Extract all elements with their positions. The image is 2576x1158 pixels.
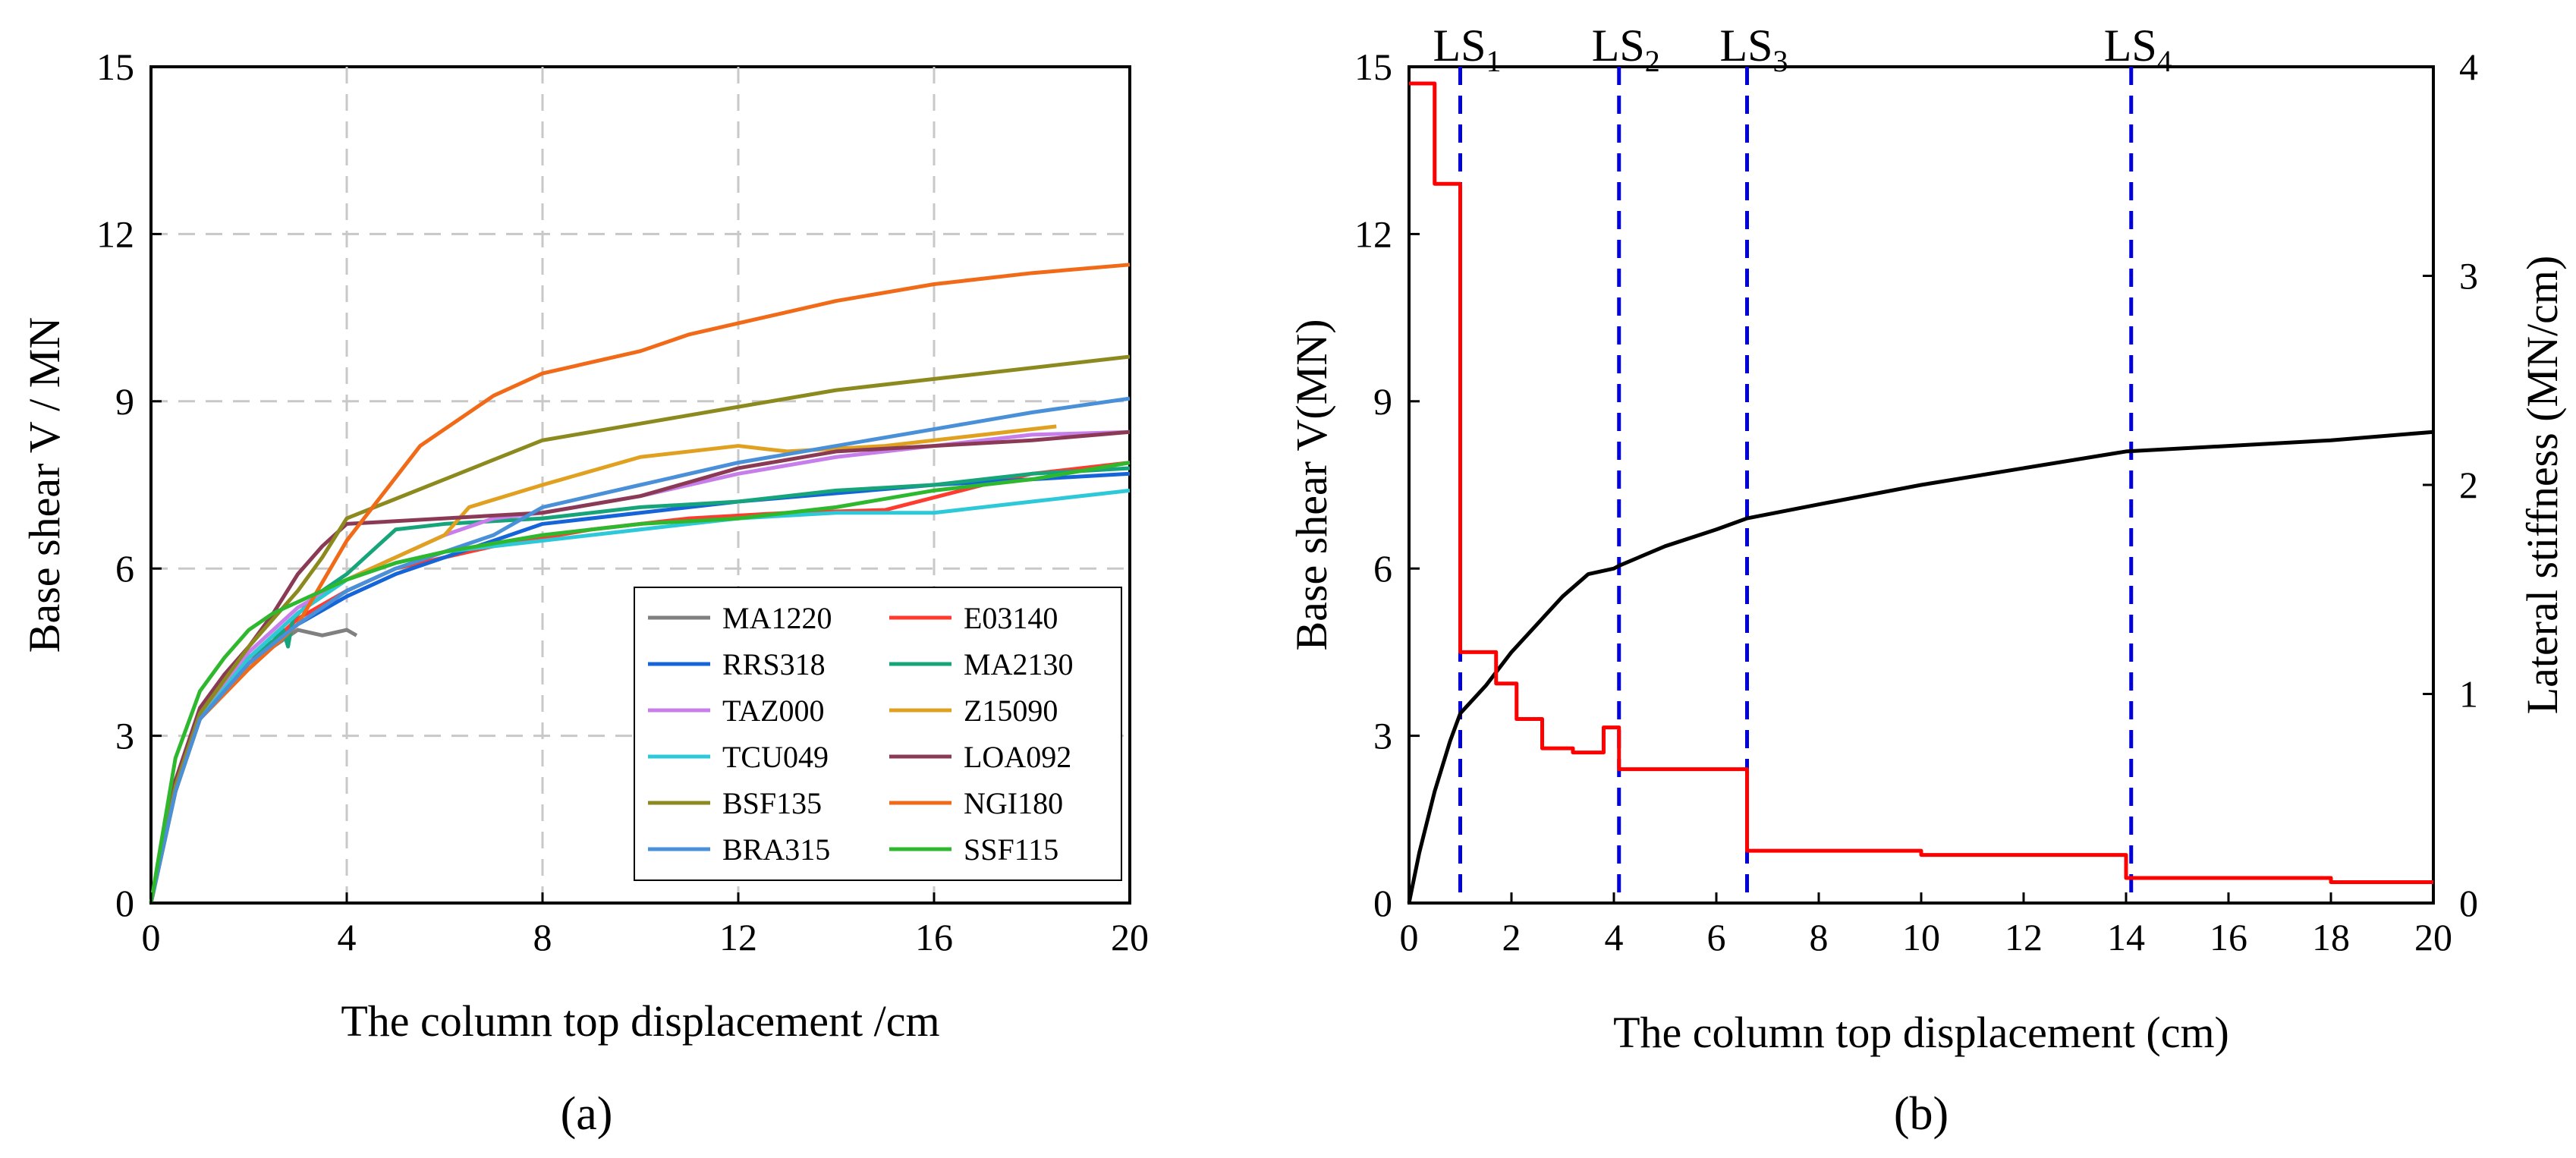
chart-a-y-tick-label: 0	[115, 882, 134, 924]
chart-b-y-right-tick-label: 2	[2459, 464, 2478, 506]
chart-b-ls-label: LS4	[2104, 20, 2172, 78]
chart-a-y-tick-label: 15	[96, 46, 134, 88]
chart-b-x-axis-label: The column top displacement (cm)	[1613, 1008, 2229, 1057]
chart-a-x-tick-label: 12	[719, 916, 757, 958]
chart-b-x-tick-label: 2	[1502, 916, 1521, 958]
chart-b-y-axis-label-right: Lateral stiffness (MN/cm)	[2518, 256, 2567, 715]
chart-a-series-ssf115	[149, 461, 1131, 904]
chart-a-series-group	[149, 263, 1131, 904]
chart-b-x-tick-label: 18	[2312, 916, 2350, 958]
chart-b-x-tick-label: 20	[2414, 916, 2452, 958]
chart-a-x-tick-label: 0	[142, 916, 161, 958]
chart-a-legend-box	[634, 587, 1122, 881]
chart-b-y-tick-label: 3	[1373, 715, 1392, 757]
chart-b-y-right-tick-label: 0	[2459, 882, 2478, 924]
chart-b-ls-label: LS2	[1592, 20, 1660, 78]
chart-a-y-tick-label: 6	[115, 547, 134, 590]
chart-a-y-tick-label: 12	[96, 212, 134, 255]
chart-a-series-bsf135	[149, 354, 1131, 904]
chart-a-legend-label: SSF115	[964, 832, 1058, 867]
chart-a-legend-label: Z15090	[964, 694, 1058, 728]
chart-a-x-tick-label: 16	[915, 916, 953, 958]
chart-a-legend-label: BRA315	[722, 832, 830, 867]
chart-a-legend-label: MA1220	[722, 601, 832, 635]
chart-a-legend-label: TAZ000	[722, 694, 825, 728]
chart-b-x-tick-label: 6	[1707, 916, 1726, 958]
chart-a-legend: MA1220 E03140 RRS318 MA2130 TAZ000 Z15090 TCU0…	[634, 587, 1122, 881]
chart-b-x-tick-label: 14	[2107, 916, 2145, 958]
chart-b: LS1 LS2 LS3 LS4 0 2 4 6 8 10 12 14 16 18 200369121501…	[1287, 20, 2567, 1140]
chart-a-legend-label: BSF135	[722, 786, 822, 820]
chart-a-legend-label: RRS318	[722, 647, 826, 681]
chart-a-series-loa092	[149, 430, 1131, 904]
chart-a-y-tick-label: 9	[115, 380, 134, 423]
chart-a-series-bra315	[149, 396, 1131, 904]
chart-a-x-tick-label: 8	[533, 916, 552, 958]
chart-b-y-axis-label-left: Base shear V(MN)	[1287, 319, 1336, 650]
chart-a-plot-frame	[149, 65, 1131, 905]
chart-b-y-tick-label: 0	[1373, 882, 1392, 924]
chart-b-y-right-tick-label: 1	[2459, 673, 2478, 716]
chart-a-panel-label: (a)	[561, 1088, 613, 1140]
chart-a-ticks: 0 4 8 12 16 20 0 3 6 9 12 15	[96, 46, 1149, 958]
chart-a-legend-label: E03140	[964, 601, 1058, 635]
chart-b-x-tick-label: 10	[1902, 916, 1940, 958]
chart-b-series-base-shear	[1407, 430, 2434, 904]
chart-a-legend-label: LOA092	[964, 740, 1071, 774]
chart-a-x-tick-label: 4	[338, 916, 357, 958]
chart-a: 0 4 8 12 16 20 0 3 6 9 12 15 The column top displac…	[20, 46, 1149, 1140]
chart-b-y-tick-label: 12	[1354, 212, 1392, 255]
chart-a-legend-label: TCU049	[722, 740, 829, 774]
chart-b-series-lateral-stiffness	[1409, 81, 2433, 884]
chart-a-x-tick-label: 20	[1111, 916, 1149, 958]
chart-a-legend-label: NGI180	[964, 786, 1063, 820]
chart-b-y-right-tick-label: 4	[2459, 46, 2478, 88]
chart-b-y-tick-label: 15	[1354, 46, 1392, 88]
chart-b-x-tick-label: 0	[1400, 916, 1419, 958]
chart-a-y-axis-label: Base shear V / MN	[20, 317, 69, 653]
chart-a-y-tick-label: 3	[115, 715, 134, 757]
chart-b-ls-label: LS1	[1433, 20, 1502, 78]
chart-b-ls-label: LS3	[1720, 20, 1788, 78]
chart-a-legend-label: MA2130	[964, 647, 1073, 681]
chart-b-x-tick-label: 12	[2005, 916, 2043, 958]
chart-b-x-tick-label: 4	[1605, 916, 1624, 958]
chart-b-y-tick-label: 6	[1373, 547, 1392, 590]
chart-b-panel-label: (b)	[1894, 1088, 1949, 1140]
chart-b-series-group	[1407, 81, 2434, 904]
chart-b-y-right-tick-label: 3	[2459, 255, 2478, 297]
chart-b-y-tick-label: 9	[1373, 380, 1392, 423]
chart-b-x-tick-label: 8	[1810, 916, 1829, 958]
chart-b-x-tick-label: 16	[2210, 916, 2247, 958]
chart-a-x-axis-label: The column top displacement /cm	[341, 996, 939, 1046]
